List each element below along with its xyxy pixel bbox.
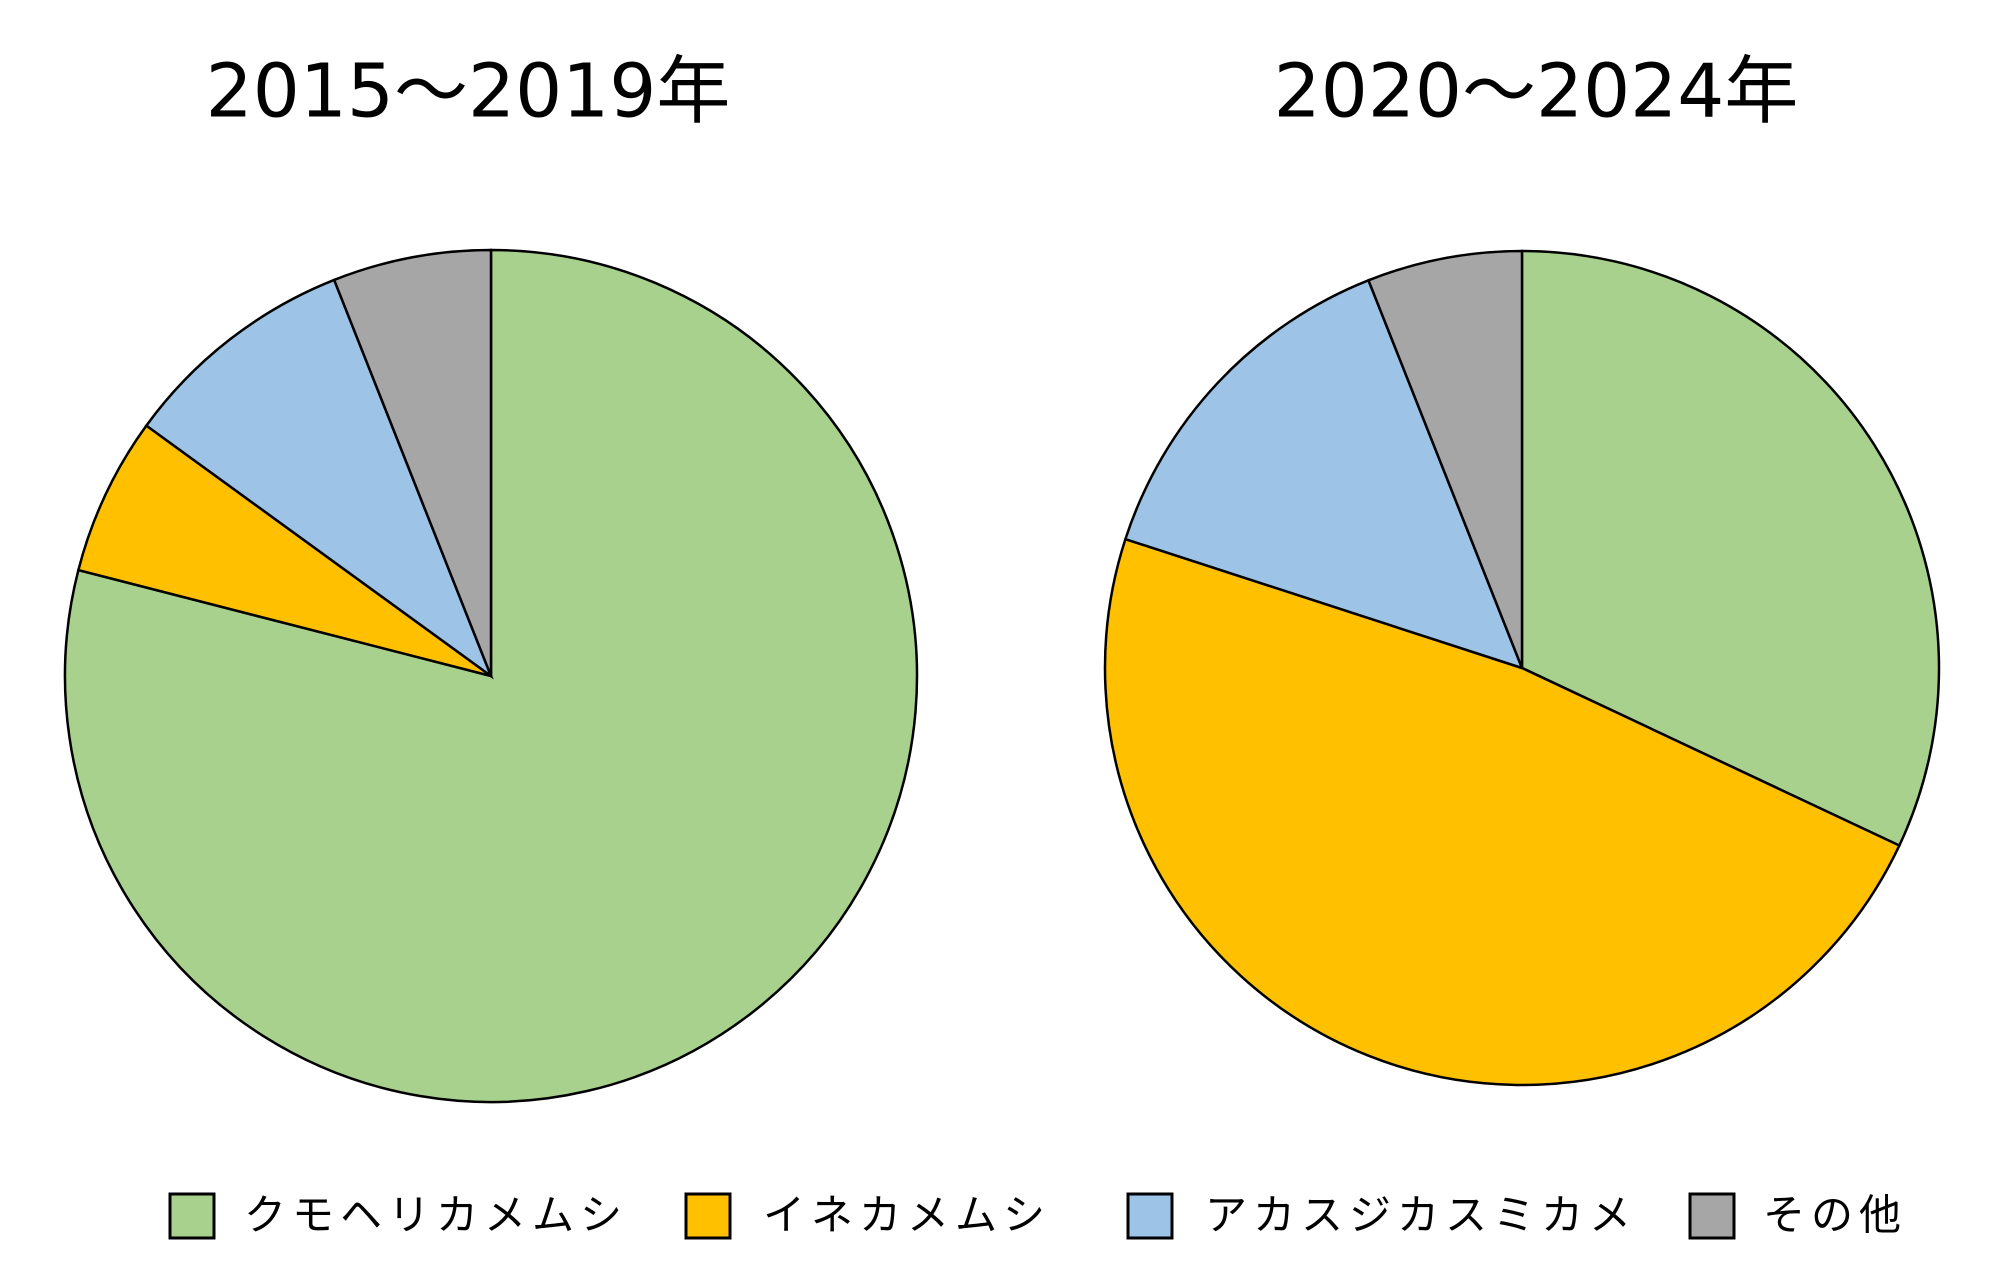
- chart-title: 2015～2019年: [206, 49, 731, 135]
- pie-slice: [1123, 278, 1525, 671]
- legend-swatch: [1688, 1192, 1736, 1240]
- legend-label: イネカメムシ: [763, 1191, 1051, 1240]
- pie-slice: [1103, 537, 1901, 1087]
- legend-label: その他: [1763, 1191, 1907, 1240]
- pie-slice: [76, 423, 492, 678]
- pie-slice: [332, 248, 493, 677]
- chart-title: 2020～2024年: [1274, 49, 1799, 135]
- legend-swatch: [1126, 1192, 1174, 1240]
- pie-slice: [1366, 249, 1524, 669]
- pie-slice: [1520, 249, 1941, 848]
- pie-slice: [144, 278, 494, 680]
- legend-label: アカスジカスミカメ: [1205, 1191, 1637, 1240]
- legend-label: クモヘリカメムシ: [244, 1191, 628, 1240]
- legend-swatch: [168, 1192, 216, 1240]
- legend-swatch: [684, 1192, 732, 1240]
